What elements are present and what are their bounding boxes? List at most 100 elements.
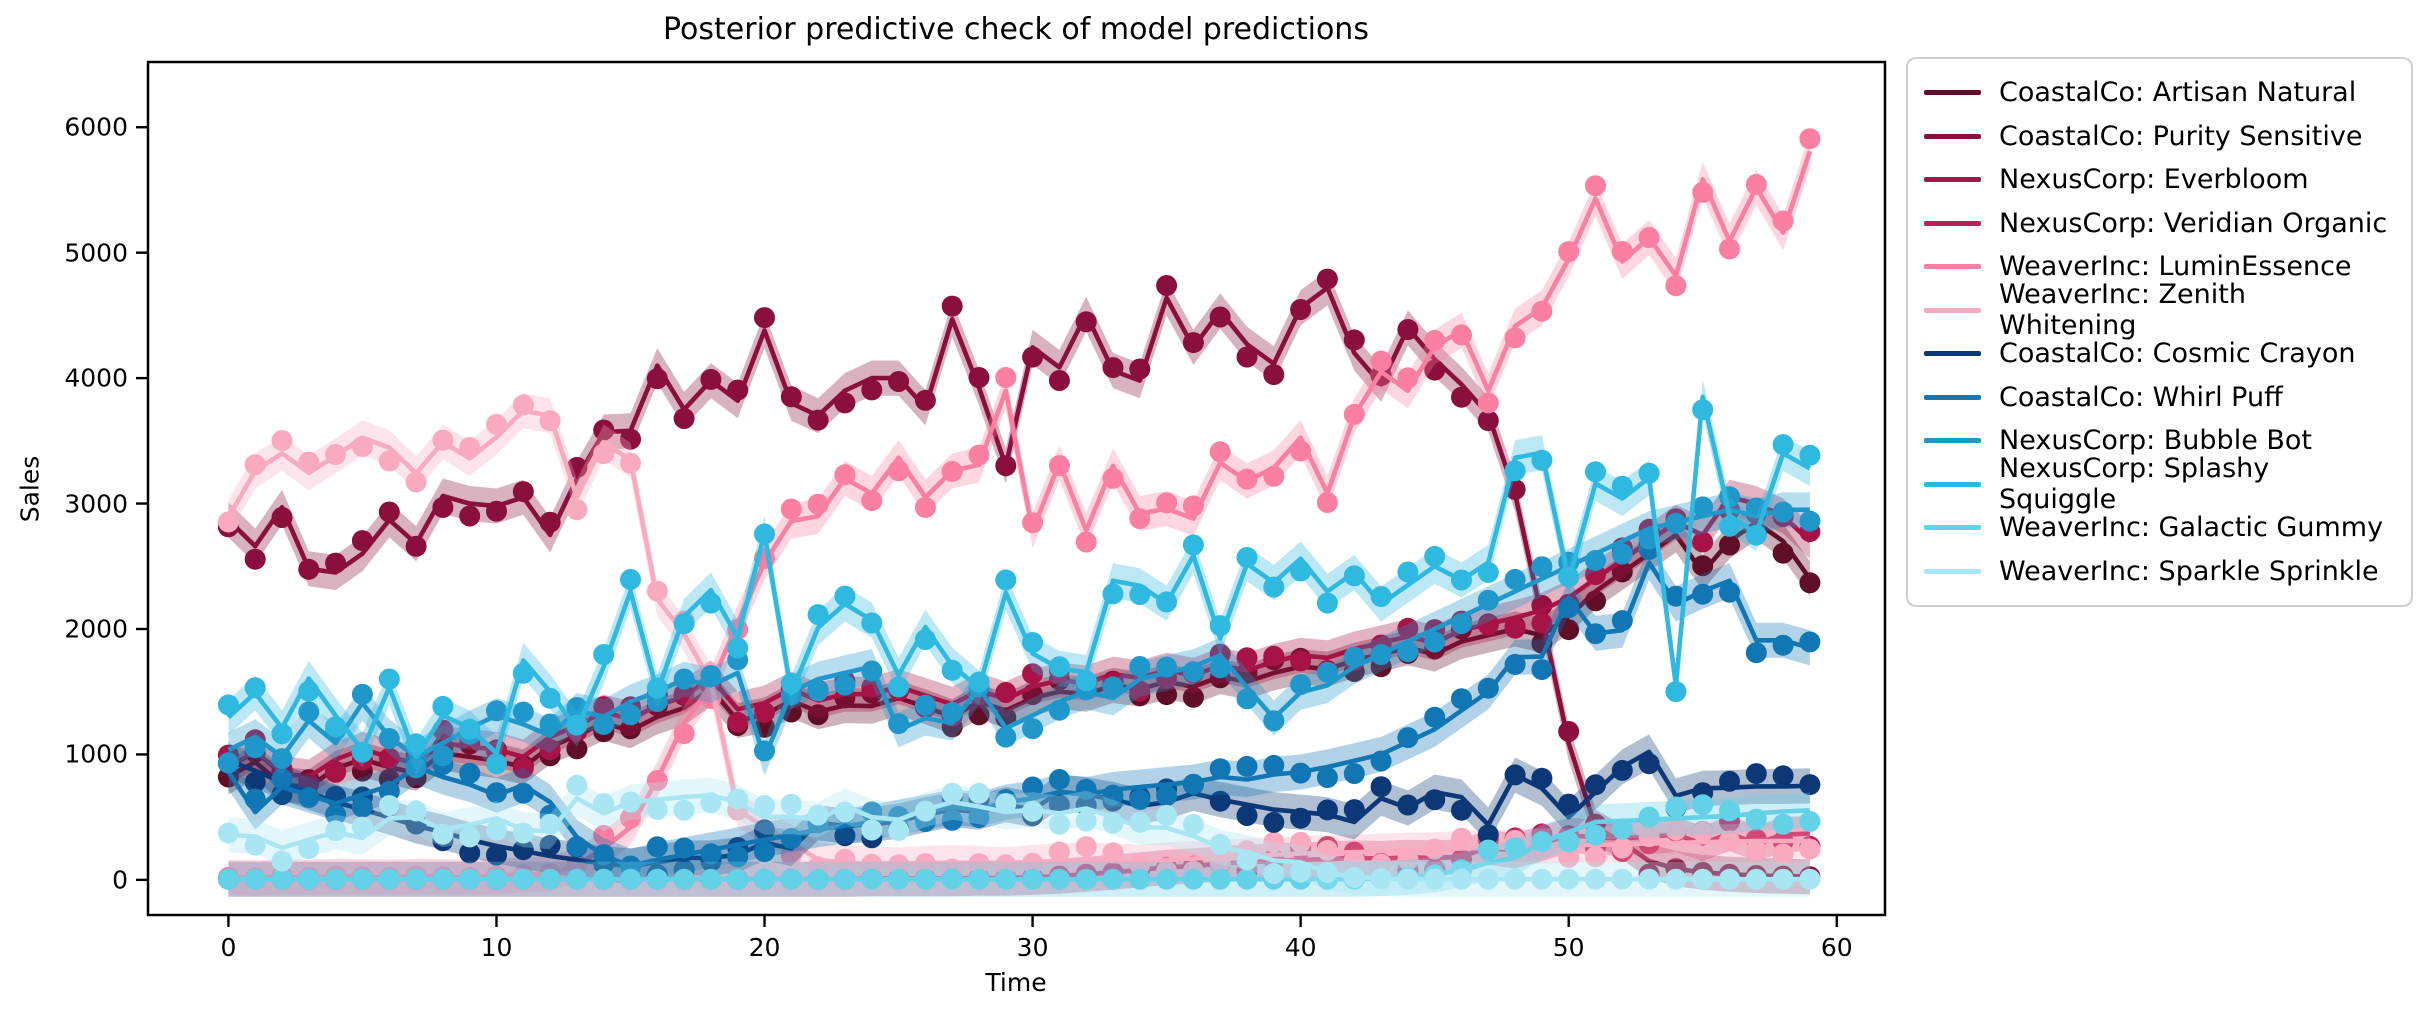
series-dot-8 [351, 683, 373, 705]
series-dot-10 [351, 868, 373, 890]
x-tick-label-20: 20 [748, 933, 781, 962]
series-dot-10 [405, 868, 427, 890]
series-dot-10 [1156, 868, 1178, 890]
series-dot-9 [244, 677, 266, 699]
series-dot-1 [271, 507, 293, 528]
series-dot-1 [486, 500, 507, 522]
series-dot-6 [1477, 824, 1499, 846]
legend-item-8: NexusCorp: Bubble Bot [1924, 419, 2391, 463]
series-dot-1 [1263, 364, 1285, 386]
series-dot-11 [405, 800, 427, 822]
series-dot-10 [1075, 868, 1097, 890]
series-dot-7 [1102, 784, 1124, 806]
series-dot-9 [217, 694, 239, 716]
series-dot-11 [1182, 813, 1204, 835]
series-dot-1 [780, 386, 802, 408]
series-dot-11 [378, 795, 400, 817]
series-dot-0 [968, 704, 990, 726]
legend-swatch-icon [1924, 438, 1981, 444]
series-dot-5 [1263, 831, 1285, 853]
series-dot-8 [1799, 510, 1821, 532]
series-dot-10 [1531, 831, 1553, 853]
series-dot-8 [486, 700, 507, 722]
y-axis-label: Sales [15, 455, 45, 523]
series-dot-4 [888, 460, 910, 482]
series-dot-9 [1772, 434, 1794, 456]
series-dot-7 [1022, 776, 1044, 798]
series-dot-10 [512, 868, 534, 890]
legend-swatch-icon [1924, 481, 1981, 487]
legend-label: WeaverInc: Zenith Whitening [1999, 279, 2246, 342]
series-dot-11 [217, 822, 239, 844]
series-dot-8 [1022, 718, 1044, 740]
legend-item-7: CoastalCo: Whirl Puff [1924, 376, 2391, 420]
series-dot-10 [888, 868, 910, 890]
series-dot-1 [432, 496, 454, 518]
series-dot-6 [1585, 774, 1606, 796]
series-dot-8 [1692, 496, 1714, 518]
series-dot-10 [1638, 806, 1660, 828]
series-dot-10 [1745, 808, 1767, 830]
series-dot-7 [727, 846, 749, 868]
series-dot-7 [459, 762, 481, 784]
series-dot-7 [271, 768, 293, 790]
series-dot-11 [1638, 868, 1660, 890]
legend-label: NexusCorp: Bubble Bot [1999, 425, 2313, 457]
series-dot-4 [1504, 327, 1526, 349]
series-dot-5 [1585, 846, 1606, 868]
series-dot-7 [1370, 750, 1392, 772]
series-dot-7 [1558, 597, 1580, 619]
series-dot-8 [217, 752, 239, 774]
series-dot-4 [1397, 367, 1419, 389]
legend-swatch-icon [1924, 394, 1981, 400]
series-dot-11 [512, 822, 534, 844]
series-dot-9 [861, 612, 883, 634]
series-dot-2 [1477, 614, 1499, 636]
series-dot-0 [754, 716, 775, 738]
series-dot-10 [1022, 868, 1044, 890]
series-dot-4 [1048, 455, 1070, 476]
series-dot-11 [1611, 868, 1633, 890]
series-dot-11 [1531, 868, 1553, 890]
series-dot-1 [1102, 357, 1124, 379]
series-dot-11 [1397, 868, 1419, 890]
series-dot-8 [1236, 688, 1258, 710]
series-dot-7 [1343, 763, 1365, 785]
series-dot-0 [1611, 561, 1633, 583]
series-dot-4 [1075, 531, 1097, 553]
series-dot-10 [539, 868, 561, 890]
series-dot-9 [1048, 656, 1070, 678]
legend-item-10: WeaverInc: Galactic Gummy [1924, 506, 2391, 550]
legend-swatch-icon [1924, 220, 1981, 226]
series-dot-11 [1745, 868, 1767, 890]
series-dot-11 [1102, 812, 1124, 834]
series-dot-1 [1558, 721, 1580, 742]
series-dot-7 [1585, 623, 1606, 645]
series-dot-5 [378, 450, 400, 472]
series-dot-0 [1692, 555, 1714, 577]
series-dot-10 [566, 868, 588, 890]
series-dot-1 [968, 367, 990, 388]
series-dot-10 [995, 868, 1017, 890]
series-dot-11 [1370, 868, 1392, 890]
axes-spines [146, 60, 1887, 917]
series-dot-8 [861, 660, 883, 682]
series-dot-4 [968, 444, 990, 466]
series-dot-6 [1209, 790, 1231, 812]
series-dot-11 [700, 792, 722, 814]
series-dot-10 [1719, 800, 1740, 822]
series-dot-1 [539, 511, 561, 533]
series-dot-6 [459, 842, 481, 864]
series-dot-11 [1343, 866, 1365, 888]
series-dot-7 [486, 782, 507, 804]
series-dot-9 [566, 714, 588, 736]
series-dot-10 [298, 868, 320, 890]
series-dot-8 [1102, 676, 1124, 698]
y-tick-label-3000: 3000 [64, 489, 128, 519]
legend-swatch-icon [1924, 177, 1981, 183]
series-dot-10 [1048, 868, 1070, 890]
legend-swatch-icon [1924, 90, 1981, 96]
series-dot-11 [834, 801, 856, 823]
series-dot-10 [432, 868, 454, 890]
series-dot-1 [1316, 268, 1338, 290]
